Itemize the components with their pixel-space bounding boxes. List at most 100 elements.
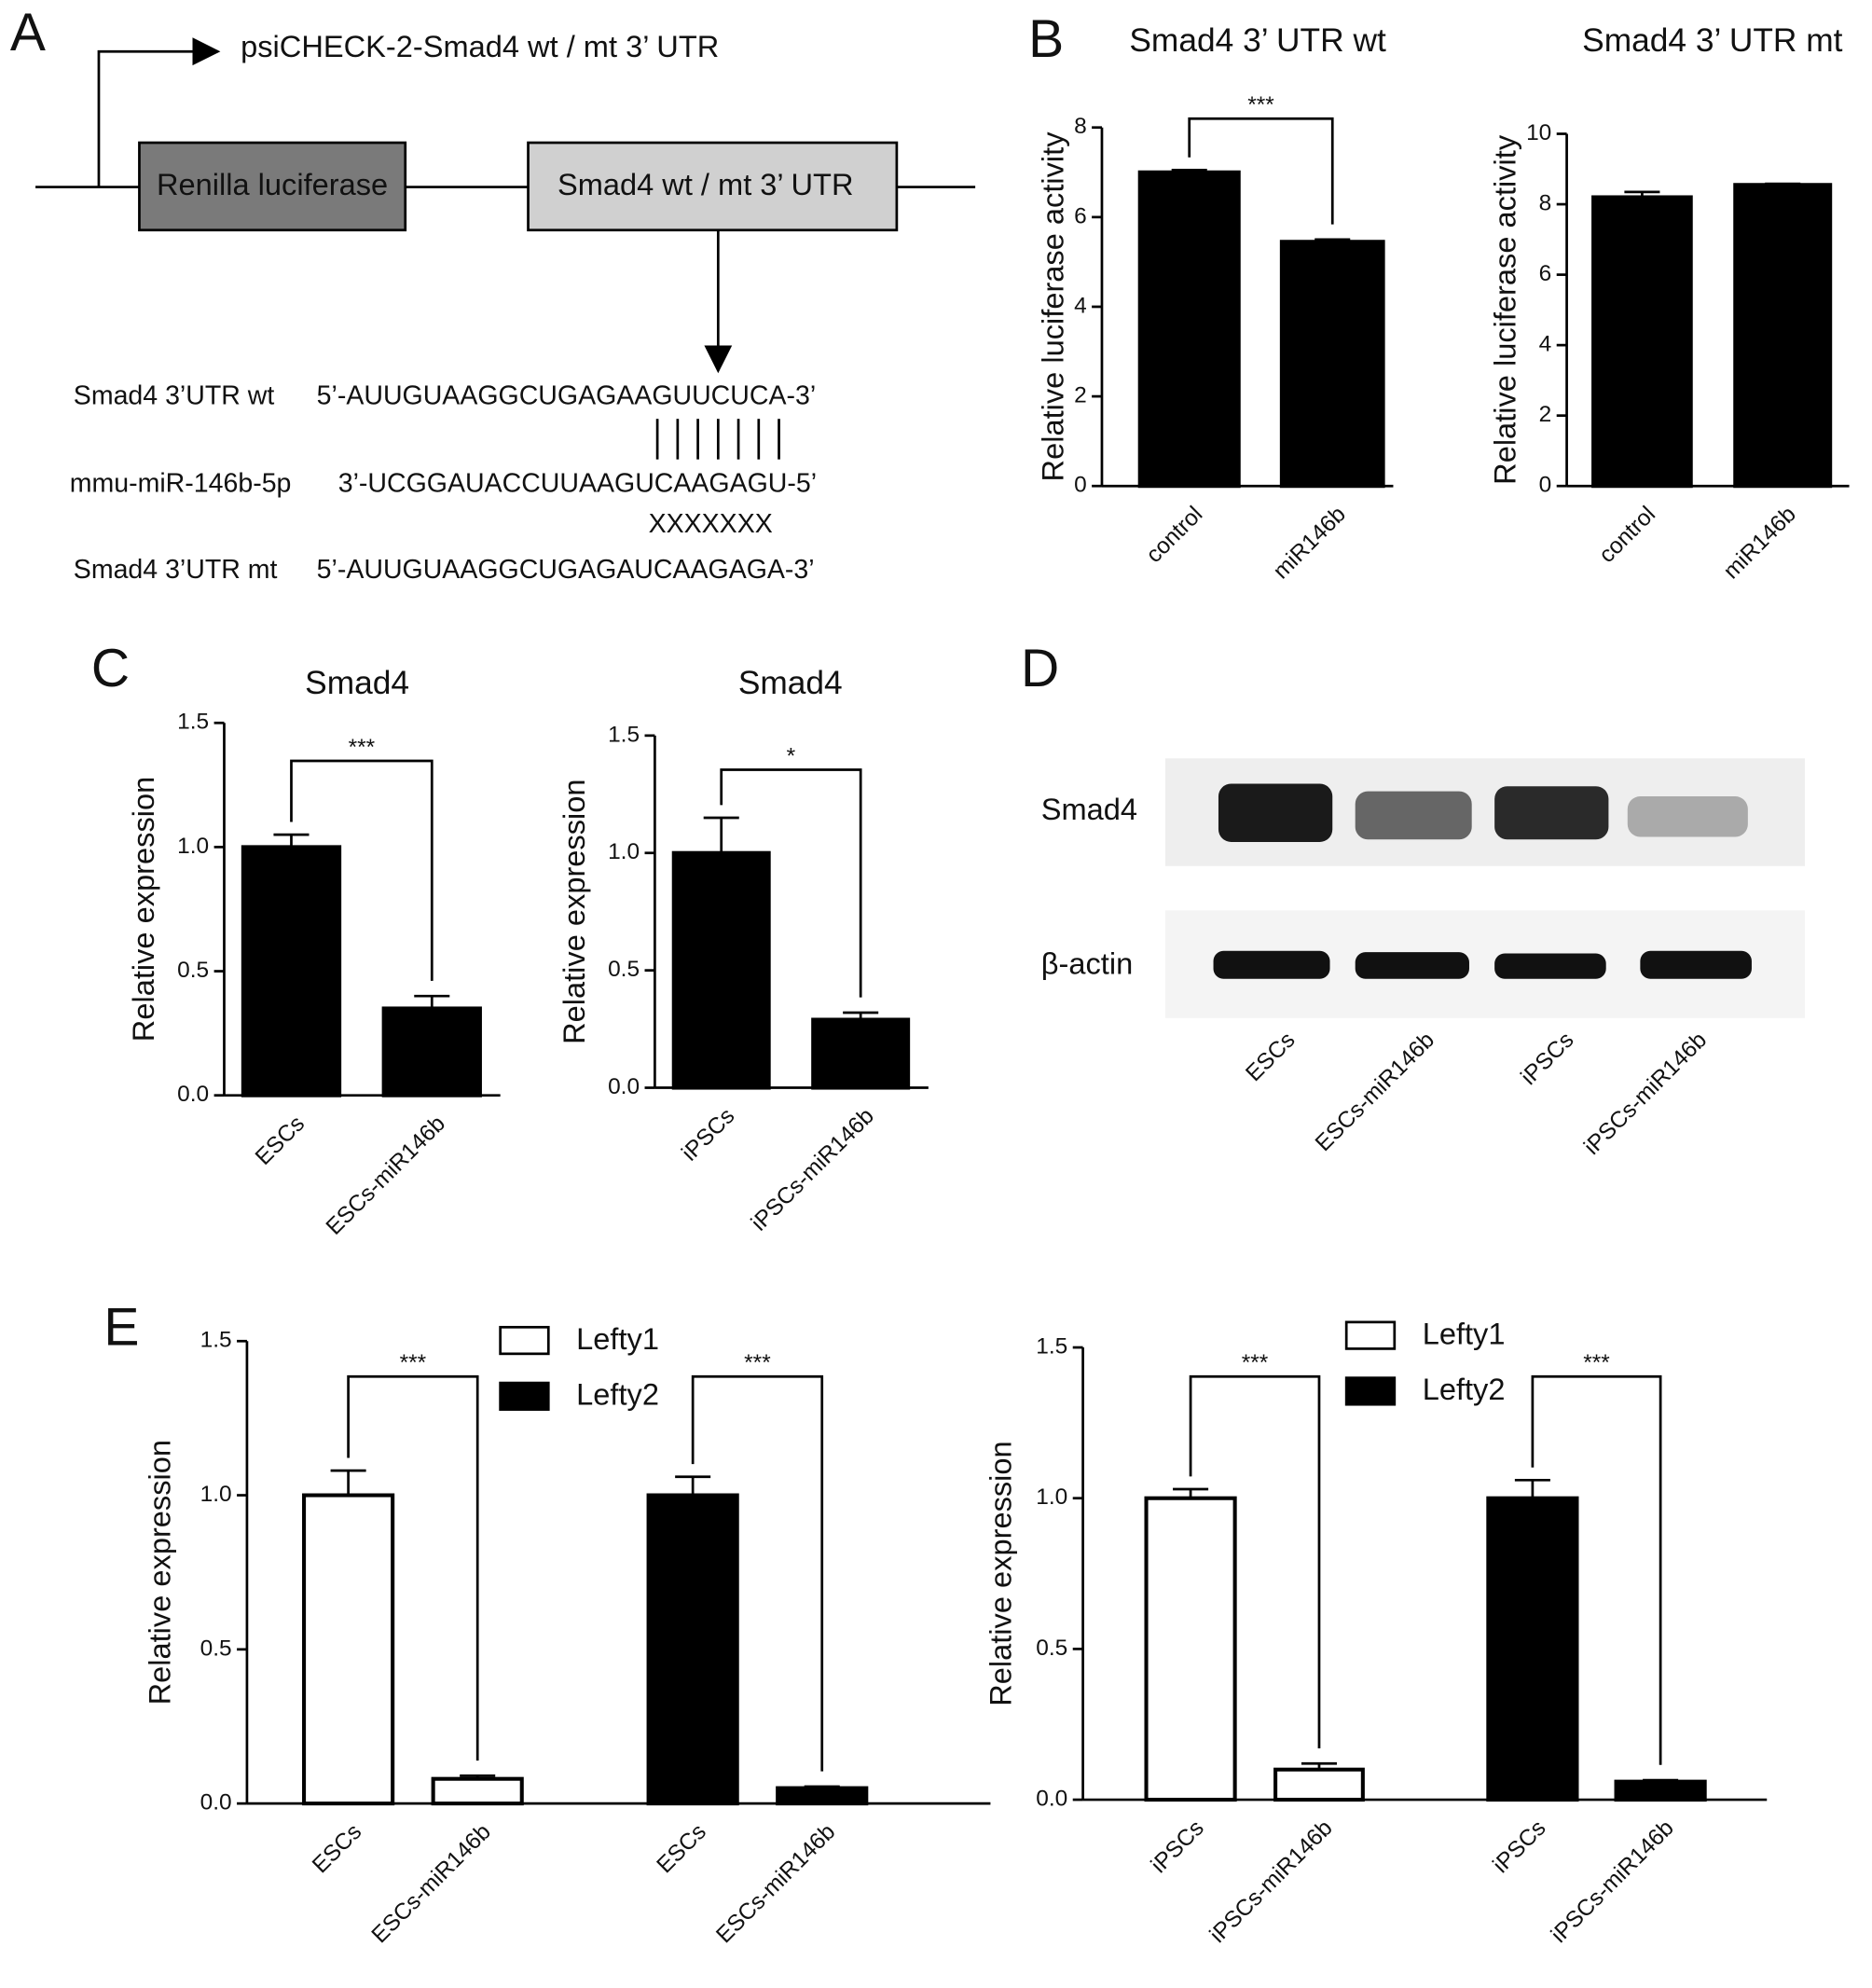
y-tick-label: 0.5 (608, 957, 640, 982)
x-tick-label: miR146b (1719, 502, 1801, 584)
x-tick-label: control (1141, 502, 1207, 568)
x-tick-label: iPSCs-miR146b (747, 1103, 879, 1236)
x-tick-label: control (1594, 502, 1660, 568)
legend-label: Lefty1 (1423, 1316, 1506, 1350)
chart-title: Smad4 3’ UTR wt (1129, 22, 1386, 59)
y-tick-label: 4 (1074, 293, 1087, 318)
bar (1591, 195, 1693, 489)
pairing-bars (655, 419, 780, 460)
legend-swatch (499, 1381, 550, 1411)
utr-box (527, 141, 899, 232)
lane-label: iPSCs (1516, 1028, 1578, 1090)
y-tick-label: 0 (1074, 473, 1087, 498)
sig-label: *** (349, 735, 376, 760)
promoter-arrow (97, 37, 221, 187)
lane-label: iPSCs-miR146b (1579, 1028, 1712, 1160)
mismatch: XXXXXXX (649, 509, 773, 539)
sig-bracket (691, 1374, 824, 1772)
box-label: Renilla luciferase (157, 167, 388, 201)
panel-label: E (103, 1297, 139, 1357)
sig-label: *** (744, 1350, 771, 1375)
bar (431, 1776, 524, 1806)
y-tick-label: 1.5 (177, 710, 209, 735)
legend-swatch (1344, 1320, 1397, 1350)
y-tick-label: 0.0 (608, 1074, 640, 1099)
sig-bracket (347, 1374, 479, 1761)
bar (811, 1017, 911, 1090)
sig-bracket (720, 768, 862, 998)
y-tick-label: 0.5 (200, 1636, 232, 1661)
promoter-label: psiCHECK-2-Smad4 wt / mt 3’ UTR (241, 29, 719, 63)
sequence: 5’-AUUGUAAGGCUGAGAAGUUCUCA-3’ (317, 381, 817, 411)
y-tick-label: 8 (1074, 114, 1087, 139)
x-tick-label: miR146b (1269, 502, 1351, 584)
panel-label: A (10, 3, 46, 62)
sequence: 5’-AUUGUAAGGCUGAGAUCAAGAGA-3’ (317, 555, 815, 585)
chart-title: Smad4 (738, 665, 843, 701)
y-tick-label: 10 (1526, 120, 1551, 145)
bar (1733, 183, 1833, 489)
sequence: 3’-UCGGAUACCUUAAGUCAAGAGU-5’ (338, 468, 817, 498)
x-tick-label: ESCs-miR146b (322, 1111, 450, 1240)
bar (1273, 1767, 1365, 1802)
renilla-box (138, 141, 407, 232)
bar (1279, 240, 1385, 489)
bar (646, 1493, 739, 1806)
x-tick-label: ESCs (251, 1111, 310, 1170)
panel-label: D (1021, 639, 1059, 698)
bar (1614, 1779, 1707, 1802)
y-tick-label: 4 (1539, 332, 1552, 357)
blot-row: β-actin (1041, 946, 1133, 981)
legend-label: Lefty1 (576, 1321, 659, 1356)
x-tick-label: ESCs-miR146b (711, 1819, 840, 1948)
lane-label: ESCs (1241, 1028, 1300, 1086)
sig-label: * (787, 743, 796, 768)
y-tick-label: 0.0 (200, 1790, 232, 1815)
y-tick-label: 0.0 (177, 1082, 209, 1107)
sig-bracket (1531, 1374, 1662, 1765)
seq-name: mmu-miR-146b-5p (70, 468, 292, 498)
bar (671, 850, 771, 1090)
x-tick-label: iPSCs-miR146b (1547, 1815, 1679, 1948)
sig-label: *** (400, 1350, 427, 1375)
y-tick-label: 1.0 (1036, 1484, 1067, 1510)
y-tick-label: 0.5 (1036, 1636, 1067, 1661)
sig-bracket (290, 759, 434, 981)
y-tick-label: 1.0 (608, 839, 640, 864)
box-label: Smad4 wt / mt 3’ UTR (557, 167, 854, 201)
seq-name: Smad4 3’UTR mt (74, 555, 278, 585)
bar (381, 1006, 482, 1098)
x-tick-label: iPSCs-miR146b (1205, 1815, 1338, 1948)
bar (776, 1786, 869, 1806)
y-axis-label: Relative expression (126, 777, 160, 1042)
sig-label: *** (1583, 1350, 1610, 1375)
panel-label: C (91, 639, 130, 698)
bands (1213, 783, 1752, 979)
x-tick-label: iPSCs (677, 1103, 739, 1166)
sig-label: *** (1247, 92, 1274, 117)
legend-label: Lefty2 (576, 1377, 659, 1412)
bar (241, 845, 342, 1098)
lane-label: ESCs-miR146b (1311, 1028, 1439, 1156)
y-axis-label: Relative expression (984, 1441, 1018, 1705)
y-tick-label: 1.5 (608, 722, 640, 747)
y-tick-label: 2 (1539, 402, 1552, 427)
x-tick-label: ESCs-miR146b (367, 1819, 496, 1948)
sig-label: *** (1242, 1350, 1269, 1375)
x-tick-label: ESCs (308, 1819, 366, 1878)
bar (302, 1493, 395, 1806)
legend-swatch (1344, 1376, 1397, 1406)
sig-bracket (1189, 1374, 1321, 1748)
y-axis-label: Relative expression (143, 1440, 177, 1705)
y-axis-label: Relative luciferase activity (1035, 131, 1069, 482)
bar (1486, 1496, 1579, 1802)
bar (1144, 1496, 1237, 1802)
y-tick-label: 6 (1074, 203, 1087, 228)
y-tick-label: 6 (1539, 261, 1552, 286)
y-tick-label: 0.0 (1036, 1787, 1067, 1812)
panel-label: B (1028, 9, 1064, 69)
y-axis-label: Relative expression (557, 779, 591, 1043)
x-tick-label: iPSCs (1488, 1815, 1550, 1878)
bar (1137, 170, 1241, 489)
